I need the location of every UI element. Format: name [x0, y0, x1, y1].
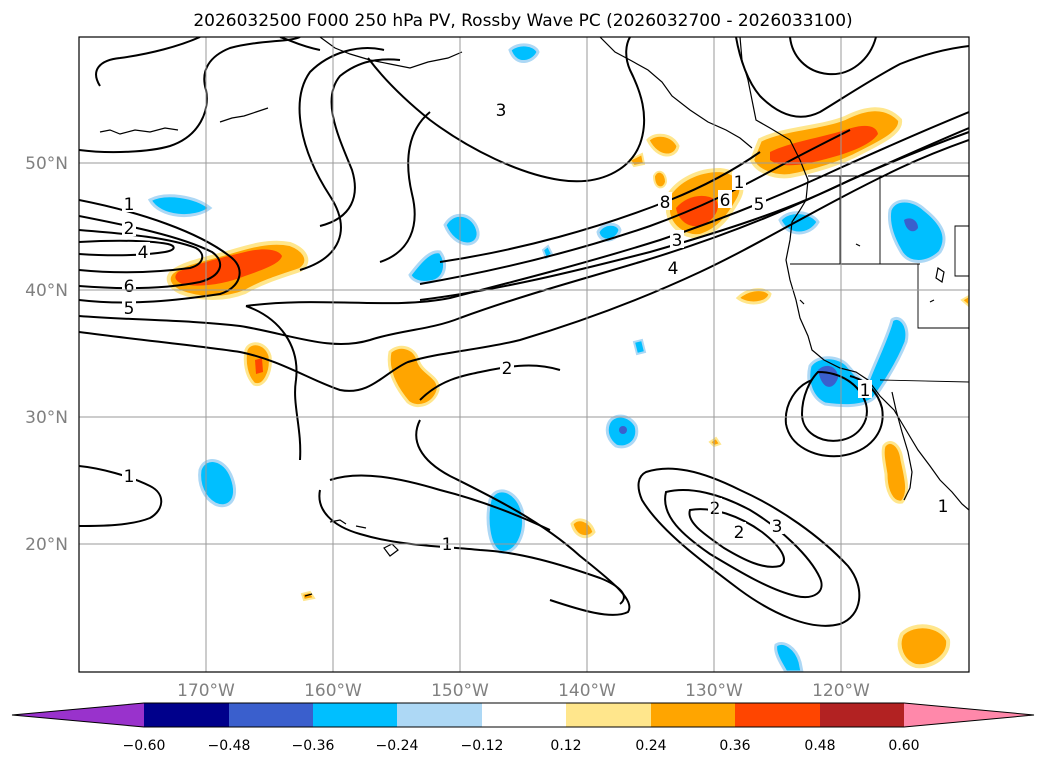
contour-label: 4 [138, 243, 149, 263]
lon-label: 140°W [558, 681, 616, 701]
contour-label: 1 [442, 535, 453, 555]
lon-label: 160°W [304, 681, 362, 701]
negative-anomaly-shading [147, 43, 946, 672]
contour-label: 3 [772, 517, 783, 537]
lat-label: 40°N [25, 281, 68, 301]
colorbar-outline [11, 702, 1035, 728]
contour-label: 2 [710, 499, 721, 519]
borders [790, 175, 969, 383]
contour-label: 2 [734, 523, 745, 543]
lat-label: 20°N [25, 535, 68, 555]
colorbar-bin [735, 703, 820, 727]
colorbar-bin [397, 703, 482, 727]
colorbar-bin [12, 703, 144, 727]
colorbar-tick-label: 0.24 [635, 738, 666, 754]
colorbar-bin [651, 703, 735, 727]
lon-label: 170°W [177, 681, 235, 701]
lon-label: 120°W [812, 681, 870, 701]
contour-label: 3 [496, 101, 507, 121]
contour-label: 5 [754, 195, 765, 215]
contour-label: 6 [124, 277, 135, 297]
contour-label: 6 [720, 191, 731, 211]
lon-label: 150°W [431, 681, 489, 701]
contour-label: 5 [124, 299, 135, 319]
colorbar-tick-label: −0.48 [208, 738, 251, 754]
colorbar-bin [904, 703, 1034, 727]
contour-label: 1 [860, 381, 871, 401]
contour-label: 8 [660, 193, 671, 213]
colorbar-tick-label: 0.36 [719, 738, 750, 754]
colorbar-bin [820, 703, 904, 727]
lon-label: 130°W [685, 681, 743, 701]
colorbar: −0.60 −0.48 −0.36 −0.24 −0.12 0.12 0.24 … [11, 702, 1035, 754]
contour-label: 1 [938, 497, 949, 517]
colorbar-bin [566, 703, 651, 727]
longitude-labels: 170°W 160°W 150°W 140°W 130°W 120°W [177, 681, 870, 701]
latitude-labels: 50°N 40°N 30°N 20°N [25, 154, 68, 555]
gridlines [79, 37, 969, 672]
map-panel: 1 2 4 6 5 3 8 1 6 5 3 [25, 36, 970, 701]
colorbar-bin [313, 703, 397, 727]
colorbar-tick-label: −0.12 [461, 738, 504, 754]
map-frame [78, 36, 970, 673]
lat-label: 30°N [25, 408, 68, 428]
colorbar-tick-label: 0.60 [888, 738, 919, 754]
colorbar-tick-labels: −0.60 −0.48 −0.36 −0.24 −0.12 0.12 0.24 … [123, 738, 920, 754]
contours [79, 37, 969, 627]
contour-label: 2 [124, 219, 135, 239]
contour-labels: 1 2 4 6 5 3 8 1 6 5 3 [122, 100, 950, 555]
coastlines [99, 37, 969, 597]
contour-label: 1 [124, 195, 135, 215]
contour-label: 2 [502, 359, 513, 379]
colorbar-bin [482, 703, 566, 727]
contour-label: 1 [124, 467, 135, 487]
figure-title: 2026032500 F000 250 hPa PV, Rossby Wave … [193, 11, 852, 31]
colorbar-bin [229, 703, 313, 727]
contour-label: 4 [668, 259, 679, 279]
colorbar-tick-label: 0.48 [804, 738, 835, 754]
colorbar-tick-label: −0.60 [123, 738, 166, 754]
colorbar-tick-label: 0.12 [550, 738, 581, 754]
colorbar-tick-label: −0.36 [292, 738, 335, 754]
lat-label: 50°N [25, 154, 68, 174]
colorbar-tick-label: −0.24 [376, 738, 419, 754]
colorbar-bin [144, 703, 229, 727]
contour-label: 1 [734, 173, 745, 193]
contour-label: 3 [672, 231, 683, 251]
